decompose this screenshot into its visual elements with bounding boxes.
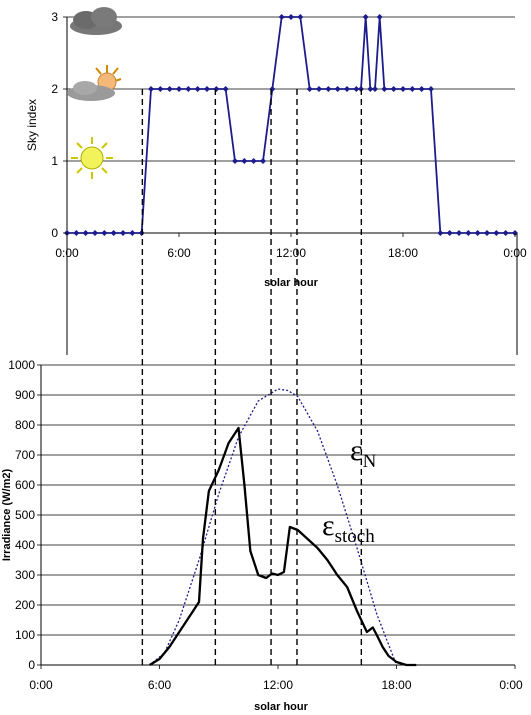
epsilon-stoch-symbol: ε <box>322 509 335 542</box>
sky-index-data-point <box>278 14 285 20</box>
sky-index-data-point <box>418 86 425 92</box>
sky-index-x-tick-label: 12:00 <box>276 246 306 260</box>
sky-index-data-point <box>129 230 136 236</box>
sky-index-data-point <box>493 230 500 236</box>
sky-index-plot-area <box>67 17 515 233</box>
sky-index-data-point <box>148 86 154 92</box>
sky-index-data-point <box>400 86 406 92</box>
sky-index-y-tick-label: 3 <box>51 10 58 24</box>
irradiance-y-tick-label: 1000 <box>8 358 35 372</box>
sky-index-data-point <box>456 230 462 236</box>
sky-index-data-point <box>353 86 360 92</box>
sky-index-data-point <box>390 86 397 92</box>
sky-index-data-point <box>376 14 383 20</box>
irradiance-y-tick-label: 0 <box>28 658 35 672</box>
sky-index-data-point <box>446 230 453 236</box>
sky-index-data-point <box>241 158 248 164</box>
sky-index-data-point <box>204 86 210 92</box>
irradiance-y-tick-label: 200 <box>15 598 35 612</box>
sky-index-data-point <box>344 86 350 92</box>
sky-index-x-tick-label: 18:00 <box>388 246 418 260</box>
irradiance-x-tick-label: 0:00 <box>499 678 523 692</box>
sky-index-data-point <box>250 158 257 164</box>
epsilon-n-subscript: N <box>363 451 377 472</box>
irradiance-x-tick-label: 12:00 <box>263 678 293 692</box>
sky-index-x-tick-label: 0:00 <box>55 246 79 260</box>
epsilon-stoch-subscript: stoch <box>335 526 376 547</box>
partly-cloudy-sun-icon <box>67 65 122 101</box>
sky-index-data-point <box>437 230 444 236</box>
sky-index-x-tick-label: 6:00 <box>167 246 191 260</box>
sky-index-series-line <box>67 16 515 234</box>
sky-index-data-point <box>288 14 294 20</box>
irradiance-x-tick-label: 0:00 <box>29 678 53 692</box>
irradiance-x-axis-label: solar hour <box>254 701 309 713</box>
sky-index-data-point <box>428 86 434 92</box>
irradiance-y-tick-label: 300 <box>15 568 35 582</box>
sky-index-data-point <box>409 86 416 92</box>
sky-index-data-point <box>367 86 374 92</box>
sky-index-x-tick-label: 0:00 <box>503 246 527 260</box>
sky-index-data-point <box>372 86 378 92</box>
vertical-marker-lines <box>141 89 363 665</box>
sky-index-data-point <box>465 230 472 236</box>
sky-index-data-point <box>484 230 490 236</box>
irradiance-y-tick-label: 400 <box>15 538 35 552</box>
sky-index-data-point <box>260 158 266 164</box>
sky-index-y-tick-label: 0 <box>51 226 58 240</box>
sky-index-data-point <box>101 230 108 236</box>
sky-index-data-point <box>362 14 369 20</box>
sky-index-data-point <box>297 14 304 20</box>
epsilon-n-symbol: ε <box>350 434 363 467</box>
irradiance-y-tick-label: 700 <box>15 448 35 462</box>
irradiance-y-tick-label: 800 <box>15 418 35 432</box>
epsilon-n-annotation: εN <box>350 434 377 472</box>
irradiance-x-tick-label: 6:00 <box>148 678 172 692</box>
irradiance-y-axis-label: Irradiance (W/m2) <box>1 469 13 562</box>
sky-index-data-point <box>316 86 322 92</box>
sky-index-y-tick-label: 2 <box>51 82 58 96</box>
sky-index-data-point <box>232 158 238 164</box>
sky-index-y-axis-label: Sky index <box>25 99 39 151</box>
sky-index-data-point <box>325 86 332 92</box>
clear-sun-icon <box>71 137 113 179</box>
irradiance-y-tick-label: 100 <box>15 628 35 642</box>
sky-index-data-point <box>82 230 89 236</box>
sky-index-data-point <box>194 86 201 92</box>
sky-index-data-point <box>306 86 313 92</box>
epsilon-stoch-series-line <box>149 426 417 667</box>
sky-index-data-point <box>166 86 173 92</box>
sky-index-data-point <box>110 230 117 236</box>
sky-index-data-point <box>73 230 80 236</box>
sky-index-data-point <box>176 86 182 92</box>
sky-index-data-point <box>120 230 126 236</box>
sky-index-data-point <box>502 230 509 236</box>
irradiance-y-tick-label: 900 <box>15 388 35 402</box>
overcast-cloud-icon <box>70 7 122 35</box>
irradiance-chart: 0 100 200 300 400 500 600 700 800 900 1000 0:00 6:0… <box>1 358 523 713</box>
sky-index-data-point <box>381 86 388 92</box>
sky-index-chart: 0 1 2 3 0:00 6:00 12:00 18:00 0:00 solar hour S… <box>25 7 527 355</box>
irradiance-x-tick-label: 18:00 <box>381 678 411 692</box>
sky-index-data-point <box>185 86 192 92</box>
sky-index-data-point <box>222 86 229 92</box>
sky-index-y-tick-label: 1 <box>51 154 58 168</box>
epsilon-n-series-line <box>149 388 398 666</box>
irradiance-y-tick-label: 500 <box>15 508 35 522</box>
sky-index-data-point <box>157 86 164 92</box>
sky-index-x-axis-label: solar hour <box>264 277 319 289</box>
sky-index-data-point <box>474 230 481 236</box>
sky-index-data-point <box>92 230 98 236</box>
epsilon-stoch-annotation: εstoch <box>322 509 375 547</box>
sky-index-data-point <box>334 86 341 92</box>
irradiance-y-tick-label: 600 <box>15 478 35 492</box>
